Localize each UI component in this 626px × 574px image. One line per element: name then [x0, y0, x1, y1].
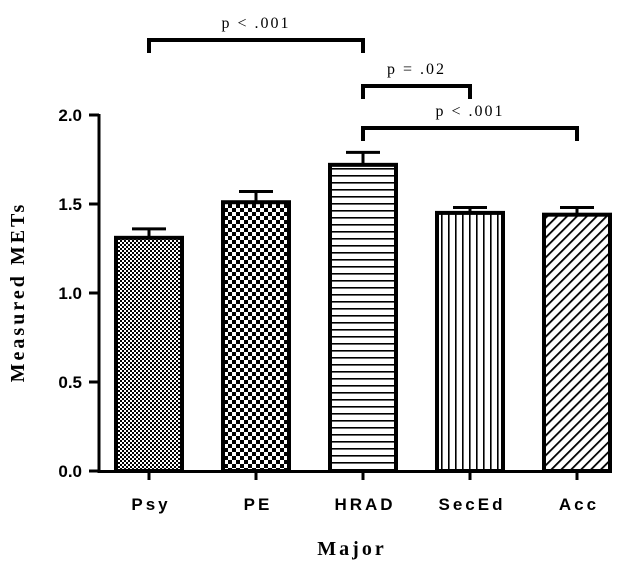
significance-label-3: p < .001 — [435, 103, 504, 120]
bar-acc — [542, 212, 612, 473]
x-tick-label-pe: PE — [244, 495, 273, 514]
significance-bracket-3 — [361, 126, 579, 141]
significance-bracket-1 — [147, 38, 365, 53]
y-tick-label-3: 1.5 — [58, 195, 82, 214]
y-axis-title: Measured METs — [7, 202, 29, 383]
bar-psy — [114, 235, 184, 473]
y-tick-label-4: 2.0 — [58, 106, 82, 125]
significance-label-1: p < .001 — [221, 15, 290, 32]
bar-hrad — [328, 162, 398, 473]
y-axis-ticks: 0.0 0.5 1.0 1.5 2.0 — [58, 106, 99, 481]
y-tick-label-0: 0.0 — [58, 462, 82, 481]
significance-label-2: p = .02 — [387, 61, 446, 78]
x-tick-label-seced: SecEd — [439, 495, 506, 514]
bar-seced — [435, 210, 505, 473]
x-tick-label-acc: Acc — [559, 495, 599, 514]
significance-bracket-2 — [361, 84, 472, 99]
bars — [114, 162, 612, 473]
x-tick-label-hrad: HRAD — [334, 495, 395, 514]
significance-brackets: p < .001 p = .02 p < .001 — [147, 15, 579, 141]
error-bars — [132, 150, 594, 238]
y-tick-label-2: 1.0 — [58, 284, 82, 303]
x-axis-tick-labels: Psy PE HRAD SecEd Acc — [131, 471, 599, 514]
x-tick-label-psy: Psy — [131, 495, 170, 514]
y-tick-label-1: 0.5 — [58, 373, 82, 392]
x-axis-title: Major — [317, 538, 386, 560]
bar-pe — [221, 200, 291, 473]
